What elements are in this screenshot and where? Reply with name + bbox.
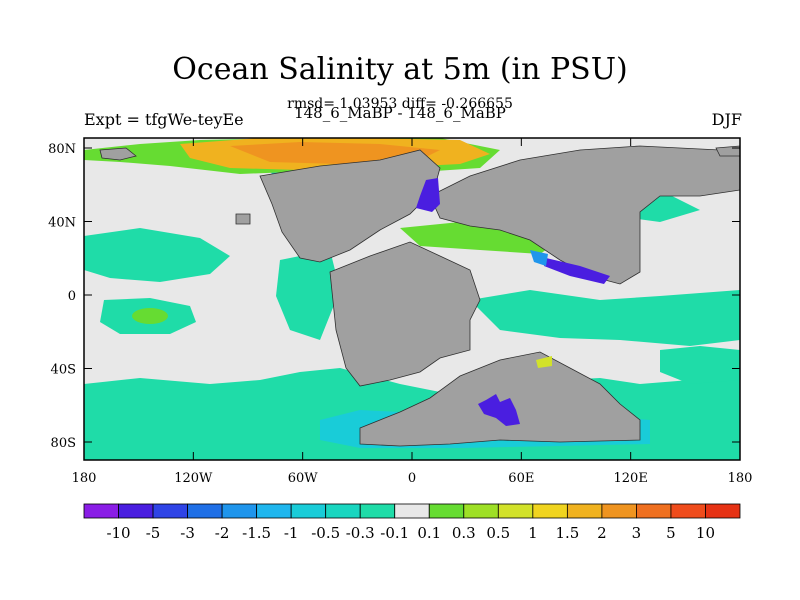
lat-tick-label: 40N bbox=[48, 216, 76, 231]
lon-tick-label: 60E bbox=[508, 471, 534, 486]
colorbar-swatch bbox=[463, 503, 499, 519]
colorbar-swatch bbox=[532, 503, 568, 519]
colorbar-label: -0.3 bbox=[346, 524, 375, 542]
lat-tick-label: 0 bbox=[68, 289, 76, 304]
lon-tick-label: 120E bbox=[614, 471, 648, 486]
stats-subtitle: rmsd= 1.03953 diff= -0.266655 bbox=[287, 96, 513, 112]
colorbar-swatch bbox=[187, 503, 223, 519]
lon-tick-label: 180 bbox=[728, 471, 753, 486]
atlantic-anomaly bbox=[276, 250, 340, 340]
land-eurasia bbox=[429, 145, 740, 285]
colorbar-swatch bbox=[394, 503, 430, 519]
pacific-anomaly-1 bbox=[84, 228, 230, 282]
anomaly-tethys bbox=[544, 258, 610, 284]
latitude-ticks: 80N 40N 0 40S 80S bbox=[48, 142, 740, 451]
lon-tick-label: 120W bbox=[174, 471, 213, 486]
colorbar-swatch bbox=[256, 503, 292, 519]
lon-tick-label: 0 bbox=[408, 471, 416, 486]
east-pacific-anomaly bbox=[660, 346, 740, 384]
land-small-isle bbox=[235, 213, 251, 225]
colorbar-label: 2 bbox=[597, 524, 607, 542]
anomaly-tethys-blue bbox=[530, 250, 548, 266]
colorbar-swatch bbox=[118, 503, 154, 519]
colorbar-swatch bbox=[290, 503, 327, 519]
colorbar-label: -3 bbox=[180, 524, 195, 542]
colorbar-swatch bbox=[221, 503, 258, 519]
land-antarctica bbox=[359, 351, 641, 447]
colorbar-swatch bbox=[670, 503, 706, 519]
colorbar: -10 -5 -3 -2 -1.5 -1 -0.5 -0.3 -0.1 0.1 0.3 0.5 1 1.5… bbox=[83, 503, 741, 542]
colorbar-swatch bbox=[325, 503, 361, 519]
indian-anomaly bbox=[470, 290, 740, 346]
lat-tick-label: 80N bbox=[48, 142, 76, 157]
colorbar-swatch bbox=[359, 503, 396, 519]
colorbar-swatch bbox=[83, 503, 119, 519]
map-field bbox=[84, 138, 740, 460]
lon-tick-label: 180 bbox=[72, 471, 97, 486]
colorbar-swatch bbox=[566, 503, 603, 519]
longitude-ticks: 180 120W 60W 0 60E 120E 180 bbox=[72, 138, 753, 486]
lat-tick-label: 80S bbox=[51, 436, 76, 451]
colorbar-label: -1.5 bbox=[242, 524, 271, 542]
colorbar-swatch bbox=[152, 503, 188, 519]
colorbar-label: -2 bbox=[215, 524, 230, 542]
colorbar-label: 0.3 bbox=[452, 524, 476, 542]
anomaly-north-channel bbox=[416, 178, 440, 212]
colorbar-swatch bbox=[428, 503, 465, 519]
land-north-america bbox=[259, 149, 441, 263]
pacific-green-spot bbox=[132, 308, 168, 324]
colorbar-label: 3 bbox=[632, 524, 642, 542]
colorbar-label: 0.1 bbox=[417, 524, 441, 542]
colorbar-label: -0.5 bbox=[311, 524, 340, 542]
colorbar-swatch bbox=[497, 503, 534, 519]
lon-tick-label: 60W bbox=[288, 471, 319, 486]
colorbar-label: -0.1 bbox=[380, 524, 409, 542]
colorbar-label: -5 bbox=[146, 524, 161, 542]
colorbar-label: 0.5 bbox=[486, 524, 510, 542]
land-arctic-isle bbox=[99, 147, 137, 161]
colorbar-swatch bbox=[636, 503, 672, 519]
map-title: Ocean Salinity at 5m (in PSU) bbox=[172, 52, 628, 87]
colorbar-label: 1 bbox=[528, 524, 538, 542]
colorbar-label: 5 bbox=[666, 524, 676, 542]
land-south-america-africa bbox=[329, 241, 481, 387]
anomaly-yellow-patch bbox=[536, 356, 552, 368]
experiment-label: Expt = tfgWe-teyEe bbox=[84, 110, 244, 129]
colorbar-swatch bbox=[601, 503, 637, 519]
colorbar-swatch bbox=[705, 503, 741, 519]
colorbar-label: 1.5 bbox=[555, 524, 579, 542]
anomaly-southern-purple bbox=[478, 394, 520, 426]
case-label: 148_6_MaBP - 148_6_MaBP bbox=[294, 104, 506, 122]
colorbar-label: -1 bbox=[284, 524, 299, 542]
lat-tick-label: 40S bbox=[51, 363, 76, 378]
season-label: DJF bbox=[711, 110, 742, 129]
colorbar-label: -10 bbox=[106, 524, 130, 542]
colorbar-label: 10 bbox=[696, 524, 715, 542]
